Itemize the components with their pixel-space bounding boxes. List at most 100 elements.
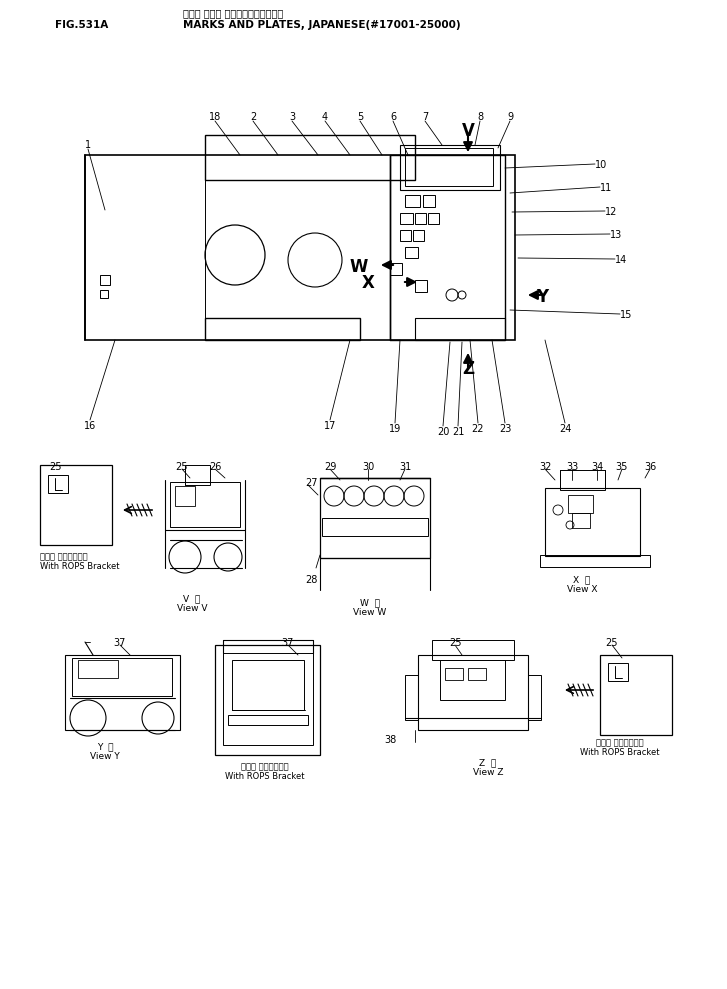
Bar: [468, 668, 486, 680]
Text: 33: 33: [566, 462, 578, 472]
Bar: [170, 482, 240, 527]
Text: 9: 9: [507, 112, 513, 122]
Bar: [600, 655, 672, 735]
Bar: [228, 715, 308, 725]
Text: 12: 12: [605, 207, 617, 217]
Text: With ROPS Bracket: With ROPS Bracket: [40, 562, 119, 571]
Bar: [400, 145, 500, 190]
Text: 34: 34: [591, 462, 603, 472]
Text: 37: 37: [114, 638, 126, 648]
Bar: [223, 653, 313, 745]
Bar: [390, 263, 402, 275]
Text: 21: 21: [451, 427, 464, 437]
Text: 11: 11: [600, 183, 612, 193]
Bar: [320, 478, 430, 558]
Text: With ROPS Bracket: With ROPS Bracket: [580, 748, 659, 757]
Text: View X: View X: [567, 585, 598, 594]
Text: 18: 18: [209, 112, 221, 122]
Bar: [400, 230, 411, 241]
Bar: [432, 640, 514, 660]
Text: 35: 35: [616, 462, 628, 472]
Bar: [572, 513, 590, 528]
Text: 6: 6: [390, 112, 396, 122]
Text: Y: Y: [536, 288, 548, 306]
Bar: [405, 675, 418, 720]
Bar: [560, 470, 605, 490]
Text: W  視: W 視: [360, 598, 380, 607]
Bar: [440, 660, 505, 700]
Text: 1: 1: [85, 140, 91, 150]
Text: 32: 32: [539, 462, 551, 472]
Text: 31: 31: [399, 462, 411, 472]
Bar: [205, 318, 360, 340]
Text: 27: 27: [305, 478, 318, 488]
Bar: [568, 495, 593, 513]
Text: 37: 37: [282, 638, 294, 648]
Text: Z  視: Z 視: [479, 758, 497, 767]
Text: 19: 19: [389, 424, 401, 434]
Text: マーク オヨビ プレート（ニホンゴ）: マーク オヨビ プレート（ニホンゴ）: [183, 8, 284, 18]
Bar: [545, 488, 640, 556]
Bar: [415, 213, 426, 224]
Bar: [418, 655, 528, 730]
Text: 25: 25: [49, 462, 61, 472]
Text: 20: 20: [437, 427, 449, 437]
Bar: [40, 465, 112, 545]
Text: 17: 17: [324, 421, 336, 431]
Text: 25: 25: [449, 638, 461, 648]
Text: 29: 29: [324, 462, 336, 472]
Text: With ROPS Bracket: With ROPS Bracket: [225, 772, 305, 781]
Text: 25: 25: [606, 638, 618, 648]
Text: ロフス ブラケット付: ロフス ブラケット付: [596, 738, 644, 747]
Text: View W: View W: [353, 608, 387, 617]
Text: View V: View V: [177, 604, 207, 613]
Text: Y  視: Y 視: [97, 742, 113, 751]
Text: 10: 10: [595, 160, 607, 170]
Text: V  視: V 視: [183, 594, 201, 603]
Bar: [85, 155, 515, 340]
Bar: [415, 280, 427, 292]
Bar: [100, 275, 110, 285]
Bar: [215, 645, 320, 755]
Text: 7: 7: [422, 112, 428, 122]
Text: X: X: [362, 274, 375, 292]
Bar: [540, 555, 650, 567]
Bar: [405, 247, 418, 258]
Bar: [428, 213, 439, 224]
Text: 30: 30: [362, 462, 374, 472]
Bar: [48, 475, 68, 493]
Bar: [78, 660, 118, 678]
Text: MARKS AND PLATES, JAPANESE(#17001-25000): MARKS AND PLATES, JAPANESE(#17001-25000): [183, 20, 461, 30]
Bar: [205, 135, 415, 180]
Bar: [322, 518, 428, 536]
Text: 5: 5: [357, 112, 363, 122]
Text: V: V: [462, 122, 475, 140]
Text: View Z: View Z: [473, 768, 503, 777]
Text: ロフス ブラケット付: ロフス ブラケット付: [241, 762, 289, 771]
Text: 13: 13: [610, 230, 622, 240]
Text: View Y: View Y: [90, 752, 120, 761]
Text: W: W: [350, 258, 369, 276]
Text: 15: 15: [620, 310, 632, 320]
Bar: [400, 213, 413, 224]
Text: 4: 4: [322, 112, 328, 122]
Text: 22: 22: [472, 424, 484, 434]
Bar: [175, 486, 195, 506]
Text: 36: 36: [644, 462, 656, 472]
Text: 28: 28: [305, 575, 318, 585]
Text: 2: 2: [250, 112, 256, 122]
Bar: [72, 658, 172, 696]
Bar: [423, 195, 435, 207]
Bar: [65, 655, 180, 730]
Text: X  視: X 視: [574, 575, 590, 584]
Text: 16: 16: [84, 421, 96, 431]
Bar: [413, 230, 424, 241]
Bar: [405, 195, 420, 207]
Bar: [445, 668, 463, 680]
Text: 25: 25: [176, 462, 188, 472]
Bar: [415, 318, 505, 340]
Bar: [185, 465, 210, 485]
Text: FIG.531A: FIG.531A: [55, 20, 108, 30]
Bar: [528, 675, 541, 720]
Bar: [100, 290, 108, 298]
